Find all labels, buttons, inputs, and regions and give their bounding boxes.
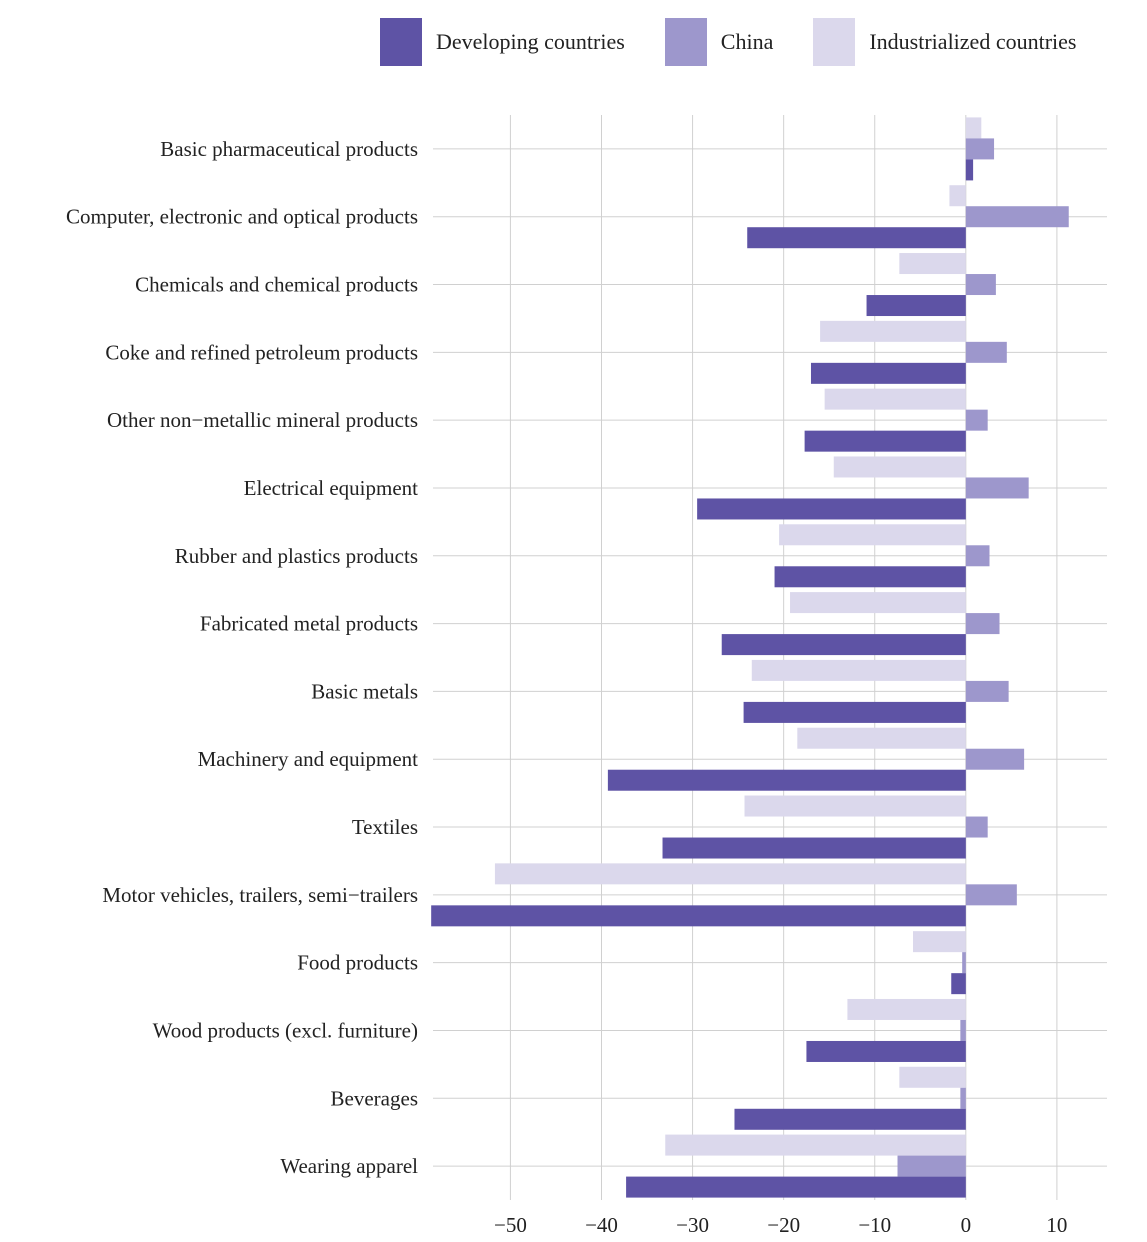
bar-industrialized-countries-rubber-and-plastics-products — [779, 524, 966, 546]
category-labels: Basic pharmaceutical products Computer, e… — [66, 137, 418, 1178]
category-label-chemicals-and-chemical-products: Chemicals and chemical products — [135, 273, 418, 297]
bar-industrialized-countries-basic-metals — [751, 659, 966, 681]
bar-china-chemicals-and-chemical-products — [965, 274, 996, 296]
bar-industrialized-countries-wearing-apparel — [665, 1134, 966, 1156]
bar-china-machinery-and-equipment — [965, 748, 1025, 770]
bar-industrialized-countries-other-non-metallic-mineral-products — [824, 388, 966, 410]
bar-china-computer-electronic-and-optical-products — [965, 206, 1069, 228]
bars — [431, 117, 1069, 1198]
legend-item-china: China — [664, 18, 774, 66]
bar-industrialized-countries-electrical-equipment — [833, 456, 966, 478]
legend-swatch-developing — [380, 18, 422, 66]
bar-developing-countries-computer-electronic-and-optical-products — [747, 227, 966, 249]
legend-item-developing: Developing countries — [380, 18, 625, 66]
bar-developing-countries-machinery-and-equipment — [607, 769, 966, 791]
x-tick-labels: −50 −40 −30 −20 −10 0 10 — [494, 1213, 1067, 1237]
bar-developing-countries-chemicals-and-chemical-products — [866, 295, 966, 317]
bar-china-basic-metals — [965, 680, 1009, 702]
category-label-textiles: Textiles — [352, 815, 418, 839]
category-label-beverages: Beverages — [331, 1086, 418, 1110]
bar-china-wearing-apparel — [897, 1155, 966, 1177]
category-label-fabricated-metal-products: Fabricated metal products — [200, 612, 418, 636]
category-label-other-non-metallic-mineral-products: Other non−metallic mineral products — [107, 408, 418, 432]
x-tick-label: −20 — [767, 1213, 800, 1237]
bar-developing-countries-wearing-apparel — [626, 1176, 966, 1198]
bar-china-motor-vehicles-trailers-semi-trailers — [965, 884, 1017, 906]
x-tick-label: −50 — [494, 1213, 527, 1237]
category-label-machinery-and-equipment: Machinery and equipment — [198, 747, 419, 771]
bar-china-rubber-and-plastics-products — [965, 545, 990, 567]
bar-china-beverages — [960, 1087, 966, 1109]
grid-lines — [433, 115, 1107, 1200]
bar-industrialized-countries-chemicals-and-chemical-products — [899, 253, 966, 275]
bar-developing-countries-electrical-equipment — [697, 498, 966, 520]
bar-china-coke-and-refined-petroleum-products — [965, 341, 1007, 363]
bar-developing-countries-beverages — [734, 1108, 966, 1130]
legend-label-china: China — [720, 29, 774, 54]
x-tick-label: 10 — [1046, 1213, 1067, 1237]
bar-china-basic-pharmaceutical-products — [965, 138, 995, 160]
bar-industrialized-countries-motor-vehicles-trailers-semi-trailers — [494, 863, 966, 885]
category-label-wood-products-excl-furniture: Wood products (excl. furniture) — [153, 1018, 418, 1042]
legend-swatch-industrialized — [813, 18, 856, 66]
bar-developing-countries-textiles — [662, 837, 966, 859]
bar-developing-countries-rubber-and-plastics-products — [774, 566, 966, 588]
bar-industrialized-countries-computer-electronic-and-optical-products — [949, 185, 966, 207]
category-label-coke-and-refined-petroleum-products: Coke and refined petroleum products — [105, 340, 418, 364]
bar-china-electrical-equipment — [965, 477, 1029, 499]
bar-developing-countries-motor-vehicles-trailers-semi-trailers — [431, 905, 966, 927]
category-label-food-products: Food products — [297, 951, 418, 975]
bar-developing-countries-other-non-metallic-mineral-products — [804, 430, 966, 452]
bar-industrialized-countries-basic-pharmaceutical-products — [965, 117, 982, 139]
bar-china-wood-products-excl-furniture — [960, 1019, 966, 1041]
category-label-computer-electronic-and-optical-products: Computer, electronic and optical product… — [66, 205, 418, 229]
category-label-electrical-equipment: Electrical equipment — [244, 476, 419, 500]
category-label-wearing-apparel: Wearing apparel — [280, 1154, 418, 1178]
bar-industrialized-countries-coke-and-refined-petroleum-products — [820, 320, 966, 342]
bar-china-food-products — [962, 952, 966, 974]
legend-swatch-china — [664, 18, 707, 66]
bar-industrialized-countries-beverages — [899, 1066, 966, 1088]
category-label-basic-metals: Basic metals — [311, 679, 418, 703]
bar-developing-countries-coke-and-refined-petroleum-products — [810, 362, 966, 384]
bar-industrialized-countries-wood-products-excl-furniture — [847, 998, 966, 1020]
bar-china-other-non-metallic-mineral-products — [965, 409, 988, 431]
x-tick-label: 0 — [961, 1213, 972, 1237]
bar-industrialized-countries-machinery-and-equipment — [797, 727, 966, 749]
bar-china-fabricated-metal-products — [965, 613, 1000, 635]
bar-industrialized-countries-food-products — [912, 931, 966, 953]
bar-industrialized-countries-textiles — [744, 795, 966, 817]
bar-developing-countries-fabricated-metal-products — [721, 634, 966, 656]
legend-item-industrialized: Industrialized countries — [813, 18, 1076, 66]
bar-china-textiles — [965, 816, 988, 838]
bar-developing-countries-wood-products-excl-furniture — [806, 1040, 966, 1062]
x-tick-label: −30 — [676, 1213, 709, 1237]
category-label-rubber-and-plastics-products: Rubber and plastics products — [175, 544, 418, 568]
bar-industrialized-countries-fabricated-metal-products — [790, 592, 966, 614]
legend: Developing countries China Industrialize… — [380, 18, 1076, 66]
legend-label-industrialized: Industrialized countries — [869, 29, 1077, 54]
x-tick-label: −10 — [858, 1213, 891, 1237]
bar-developing-countries-basic-pharmaceutical-products — [965, 159, 974, 181]
bar-developing-countries-basic-metals — [743, 701, 966, 723]
x-tick-label: −40 — [585, 1213, 618, 1237]
bar-developing-countries-food-products — [951, 973, 966, 995]
legend-label-developing: Developing countries — [436, 29, 625, 54]
category-label-basic-pharmaceutical-products: Basic pharmaceutical products — [160, 137, 418, 161]
category-label-motor-vehicles-trailers-semi-trailers: Motor vehicles, trailers, semi−trailers — [102, 883, 418, 907]
